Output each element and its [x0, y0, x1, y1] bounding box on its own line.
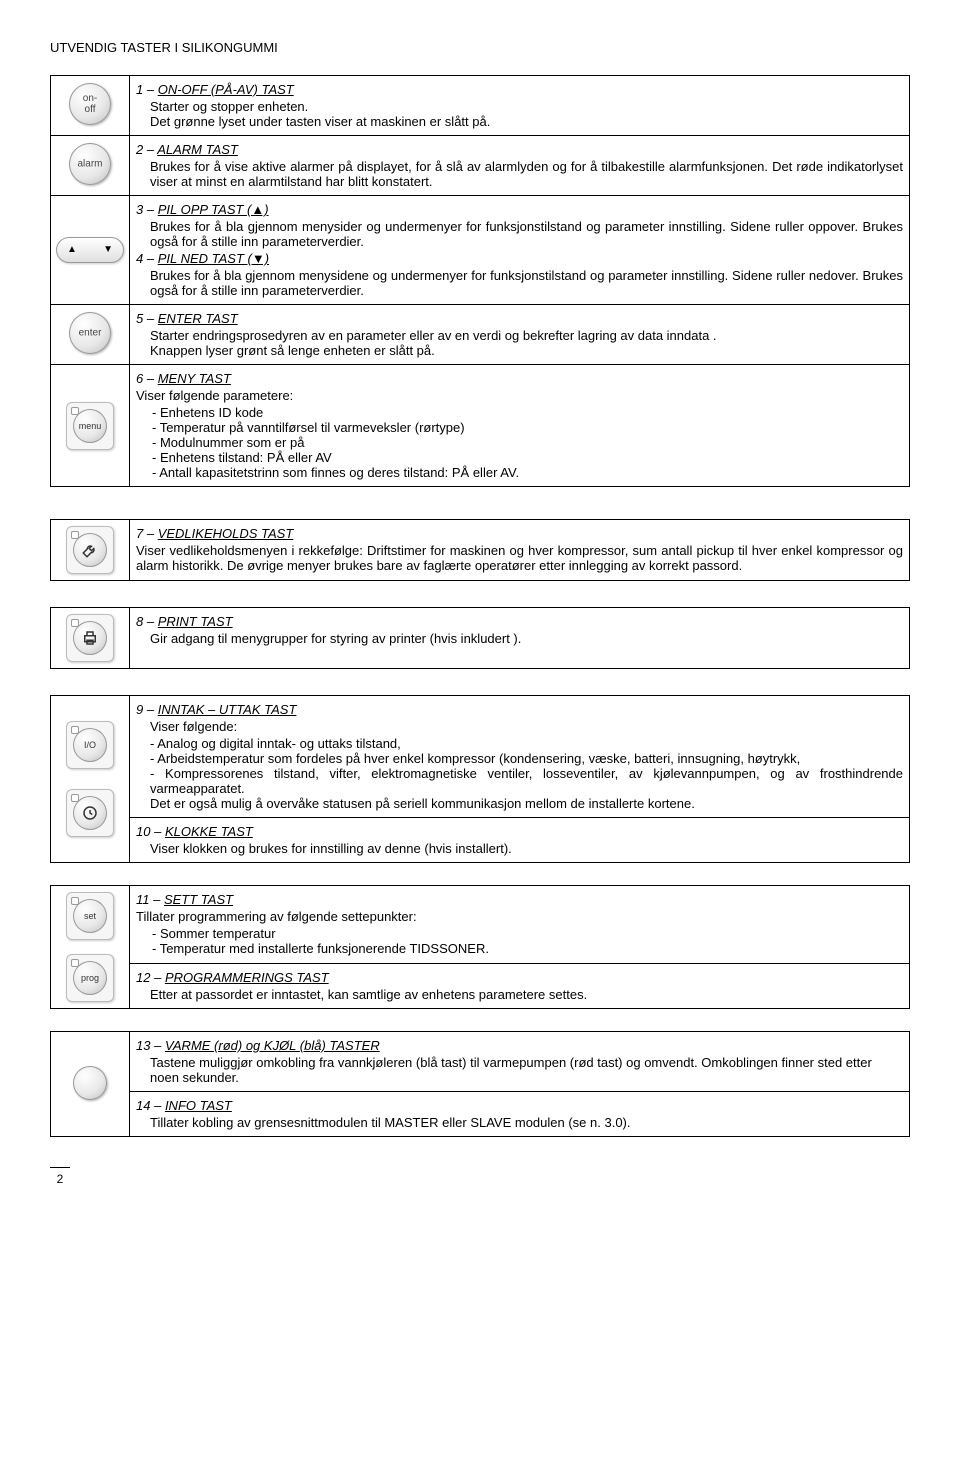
- page-number: 2: [50, 1167, 70, 1186]
- icon-cell-arrows: ▲ ▼: [51, 196, 130, 305]
- table-row: 13 – VARME (rød) og KJØL (blå) TASTER Ta…: [51, 1032, 910, 1092]
- icon-cell-print: [51, 608, 130, 669]
- desc-text: Brukes for å vise aktive alarmer på disp…: [150, 159, 903, 189]
- print-button-icon: [66, 614, 114, 662]
- icon-cell-maintenance: [51, 520, 130, 581]
- onoff-button-icon: on-off: [69, 83, 111, 125]
- desc-cell: 14 – INFO TAST Tillater kobling av grens…: [130, 1092, 910, 1137]
- led-icon: [71, 794, 79, 802]
- led-icon: [71, 959, 79, 967]
- list-item: - Temperatur på vanntilførsel til varmev…: [152, 420, 903, 435]
- desc-text: Viser vedlikeholdsmenyen i rekkefølge: D…: [136, 543, 903, 573]
- down-arrow-icon: ▼: [103, 245, 113, 255]
- led-icon: [71, 726, 79, 734]
- icon-cell-onoff: on-off: [51, 76, 130, 136]
- desc-text: Gir adgang til menygrupper for styring a…: [150, 631, 903, 646]
- alarm-button-icon: alarm: [69, 143, 111, 185]
- list-item: - Analog og digital inntak- og uttaks ti…: [150, 736, 903, 751]
- set-items-list: - Sommer temperatur- Temperatur med inst…: [152, 926, 903, 956]
- desc-cell: 2 – ALARM TAST Brukes for å vise aktive …: [130, 136, 910, 196]
- led-icon: [71, 897, 79, 905]
- up-arrow-icon: ▲: [67, 245, 77, 255]
- table-row: 8 – PRINT TAST Gir adgang til menygruppe…: [51, 608, 910, 669]
- desc-intro: Viser følgende parametere:: [136, 388, 903, 403]
- desc-text: Tastene muliggjør omkobling fra vannkjøl…: [150, 1055, 903, 1085]
- enter-label: enter: [79, 328, 102, 339]
- desc-text: Brukes for å bla gjennom menysider og un…: [150, 219, 903, 249]
- desc-intro: Tillater programmering av følgende sette…: [136, 909, 903, 924]
- list-item: - Antall kapasitetstrinn som finnes og d…: [152, 465, 903, 480]
- set-button-icon: set: [66, 892, 114, 940]
- desc-cell: 9 – INNTAK – UTTAK TAST Viser følgende: …: [130, 696, 910, 818]
- desc-cell: 7 – VEDLIKEHOLDS TAST Viser vedlikeholds…: [130, 520, 910, 581]
- list-item: - Temperatur med installerte funksjonere…: [152, 941, 903, 956]
- led-icon: [71, 407, 79, 415]
- menu-button-icon: menu: [66, 402, 114, 450]
- list-item: - Arbeidstemperatur som fordeles på hver…: [150, 751, 903, 766]
- page-title: UTVENDIG TASTER I SILIKONGUMMI: [50, 40, 910, 55]
- desc-cell: 5 – ENTER TAST Starter endringsprosedyre…: [130, 305, 910, 365]
- desc-text: Starter og stopper enheten.Det grønne ly…: [150, 99, 903, 129]
- desc-cell: 1 – ON-OFF (PÅ-AV) TAST Starter og stopp…: [130, 76, 910, 136]
- list-item: - Enhetens tilstand: PÅ eller AV: [152, 450, 903, 465]
- table-row: menu 6 – MENY TAST Viser følgende parame…: [51, 365, 910, 487]
- onoff-label: on-off: [80, 93, 101, 115]
- heatcool-button-icon: [73, 1066, 107, 1100]
- icon-cell-heatcool: [51, 1032, 130, 1137]
- alarm-label: alarm: [77, 159, 102, 170]
- desc-cell: 11 – SETT TAST Tillater programmering av…: [130, 886, 910, 964]
- table-row: ▲ ▼ 3 – PIL OPP TAST (▲) Brukes for å bl…: [51, 196, 910, 305]
- table-row: enter 5 – ENTER TAST Starter endringspro…: [51, 305, 910, 365]
- desc-intro: Viser følgende:: [150, 719, 903, 734]
- desc-text: Etter at passordet er inntastet, kan sam…: [150, 987, 903, 1002]
- clock-button-icon: [66, 789, 114, 837]
- list-item: - Modulnummer som er på: [152, 435, 903, 450]
- icon-cell-enter: enter: [51, 305, 130, 365]
- table-row: 12 – PROGRAMMERINGS TAST Etter at passor…: [51, 963, 910, 1008]
- table-row: 10 – KLOKKE TAST Viser klokken og brukes…: [51, 818, 910, 863]
- list-item: - Sommer temperatur: [152, 926, 903, 941]
- desc-text: Viser klokken og brukes for innstilling …: [150, 841, 903, 856]
- prog-button-icon: prog: [66, 954, 114, 1002]
- io-button-icon: I/O: [66, 721, 114, 769]
- icon-cell-io: I/O: [51, 696, 130, 863]
- icon-cell-menu: menu: [51, 365, 130, 487]
- arrow-buttons-icon: ▲ ▼: [56, 237, 124, 263]
- table-row: set prog 11 – SETT TAST Tillater program…: [51, 886, 910, 964]
- enter-button-icon: enter: [69, 312, 111, 354]
- desc-cell: 3 – PIL OPP TAST (▲) Brukes for å bla gj…: [130, 196, 910, 305]
- table-row: 14 – INFO TAST Tillater kobling av grens…: [51, 1092, 910, 1137]
- icon-cell-alarm: alarm: [51, 136, 130, 196]
- led-icon: [71, 531, 79, 539]
- table-row: 7 – VEDLIKEHOLDS TAST Viser vedlikeholds…: [51, 520, 910, 581]
- button-description-table: on-off 1 – ON-OFF (PÅ-AV) TAST Starter o…: [50, 75, 910, 1137]
- menu-items-list: - Enhetens ID kode- Temperatur på vannti…: [152, 405, 903, 480]
- list-item: Det er også mulig å overvåke statusen på…: [150, 796, 903, 811]
- desc-cell: 12 – PROGRAMMERINGS TAST Etter at passor…: [130, 963, 910, 1008]
- table-row: alarm 2 – ALARM TAST Brukes for å vise a…: [51, 136, 910, 196]
- io-items-list: - Analog og digital inntak- og uttaks ti…: [150, 736, 903, 811]
- desc-text: Tillater kobling av grensesnittmodulen t…: [150, 1115, 903, 1130]
- table-row: on-off 1 – ON-OFF (PÅ-AV) TAST Starter o…: [51, 76, 910, 136]
- desc-cell: 10 – KLOKKE TAST Viser klokken og brukes…: [130, 818, 910, 863]
- desc-cell: 6 – MENY TAST Viser følgende parametere:…: [130, 365, 910, 487]
- desc-text: Starter endringsprosedyren av en paramet…: [150, 328, 903, 358]
- led-icon: [71, 619, 79, 627]
- list-item: - Kompressorenes tilstand, vifter, elekt…: [150, 766, 903, 796]
- maintenance-button-icon: [66, 526, 114, 574]
- list-item: - Enhetens ID kode: [152, 405, 903, 420]
- desc-cell: 13 – VARME (rød) og KJØL (blå) TASTER Ta…: [130, 1032, 910, 1092]
- desc-cell: 8 – PRINT TAST Gir adgang til menygruppe…: [130, 608, 910, 669]
- desc-text: Brukes for å bla gjennom menysidene og u…: [150, 268, 903, 298]
- table-row: I/O 9 – INNTAK – UTTAK TAST Viser følgen…: [51, 696, 910, 818]
- icon-cell-set-prog: set prog: [51, 886, 130, 1009]
